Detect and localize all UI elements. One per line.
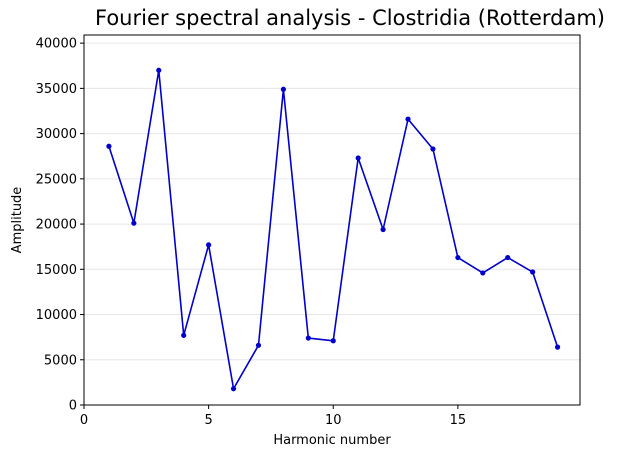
data-point [305,335,311,341]
data-point [554,344,561,350]
data-point [255,342,262,348]
data-point [530,269,536,275]
y-tick-label: 35000 [36,82,77,97]
y-tick-label: 5000 [44,353,77,368]
data-point [405,116,411,122]
data-point [181,332,187,338]
data-point [355,155,361,161]
chart-title: Fourier spectral analysis - Clostridia (… [95,6,605,30]
x-axis-label: Harmonic number [273,433,391,448]
x-tick-label: 10 [325,413,342,428]
gridlines [84,42,580,406]
data-point [230,386,237,392]
data-point [131,220,137,226]
y-tick-label: 0 [69,399,77,414]
axis-ticks: 0 5000 10000 15000 20000 25000 30000 35000 40000… [36,37,467,428]
data-point [455,254,461,261]
data-point [280,86,286,92]
data-point [505,254,511,261]
y-tick-label: 15000 [36,263,77,278]
y-tick-label: 25000 [36,172,77,187]
y-axis-label: Amplitude [10,187,25,254]
y-tick-label: 10000 [36,308,77,323]
data-point [156,67,162,73]
data-point [480,270,486,276]
data-point [330,338,336,344]
y-tick-label: 20000 [36,218,77,233]
plot-frame [83,34,581,406]
x-tick-label: 5 [204,413,212,428]
data-point [206,242,212,248]
x-tick-label: 15 [450,413,467,428]
x-tick-label: 0 [80,413,88,428]
data-point [430,146,436,152]
data-point [106,143,112,149]
data-point [380,226,386,233]
series-layer [106,67,561,392]
y-tick-label: 30000 [36,127,77,142]
y-tick-label: 40000 [36,37,77,52]
